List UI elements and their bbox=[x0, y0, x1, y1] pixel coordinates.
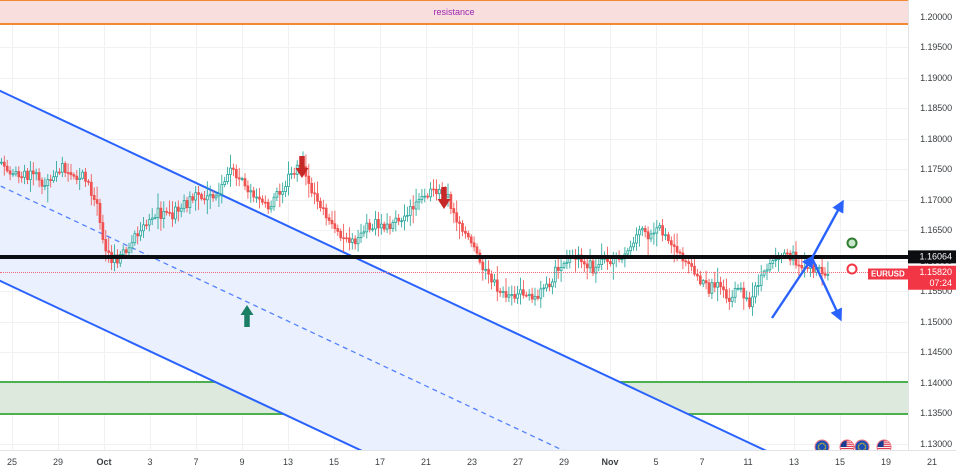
gridline-horizontal bbox=[0, 291, 908, 292]
gridline-vertical bbox=[794, 0, 795, 450]
price-axis[interactable]: 1.20000 1.19500 1.19000 1.18500 1.18000 1.175… bbox=[908, 0, 956, 450]
price-tick-label: 1.18500 bbox=[920, 103, 952, 113]
support-zone-label: support bbox=[438, 392, 470, 403]
sell-arrow-1 bbox=[295, 156, 309, 178]
sell-arrow-2 bbox=[437, 187, 451, 209]
gridline-horizontal bbox=[0, 230, 908, 231]
time-tick-label: 3 bbox=[147, 457, 153, 467]
bid-price-value: 1.15820 bbox=[919, 266, 952, 277]
symbol-badge: EURUSD bbox=[868, 268, 908, 280]
us-event-2-icon[interactable] bbox=[876, 439, 892, 450]
time-tick-label: 5 bbox=[653, 457, 659, 467]
pullback-dn bbox=[810, 257, 842, 322]
gridline-horizontal bbox=[0, 444, 908, 445]
gridline-horizontal bbox=[0, 139, 908, 140]
time-tick-label: 19 bbox=[880, 457, 892, 467]
gridline-horizontal bbox=[0, 78, 908, 79]
time-tick-label: 21 bbox=[420, 457, 432, 467]
last-price-line bbox=[0, 255, 908, 260]
price-tick-label: 1.14500 bbox=[920, 347, 952, 357]
target-dot-red[interactable] bbox=[846, 263, 858, 275]
gridline-vertical bbox=[886, 0, 887, 450]
bid-price-line bbox=[0, 271, 908, 273]
time-tick-label: 21 bbox=[926, 457, 938, 467]
price-tick-label: 1.20000 bbox=[920, 12, 952, 22]
time-tick-label: 29 bbox=[558, 457, 570, 467]
price-tick-label: 1.13500 bbox=[920, 408, 952, 418]
resistance-zone-label: resistance bbox=[433, 6, 475, 17]
price-tick-label: 1.17500 bbox=[920, 164, 952, 174]
price-tick-label: 1.17000 bbox=[920, 195, 952, 205]
gridline-horizontal bbox=[0, 108, 908, 109]
time-tick-label: 27 bbox=[512, 457, 524, 467]
gridline-horizontal bbox=[0, 169, 908, 170]
time-tick-label: 11 bbox=[743, 457, 753, 467]
chart-plot-area[interactable]: resistance support bbox=[0, 0, 908, 450]
time-tick-label: 13 bbox=[282, 457, 294, 467]
gridline-horizontal bbox=[0, 200, 908, 201]
gridline-horizontal bbox=[0, 261, 908, 262]
bid-price-badge: 1.15820 07:24 bbox=[908, 265, 956, 291]
time-tick-label: 13 bbox=[788, 457, 800, 467]
time-tick-label: 29 bbox=[52, 457, 64, 467]
bid-price-time: 07:24 bbox=[929, 277, 952, 288]
price-tick-label: 1.15500 bbox=[920, 286, 952, 296]
rally-leg bbox=[771, 254, 815, 319]
support-zone: support bbox=[0, 381, 908, 415]
gridline-horizontal bbox=[0, 47, 908, 48]
resistance-zone: resistance bbox=[0, 0, 908, 25]
time-tick-label: 15 bbox=[834, 457, 846, 467]
time-tick-label: Nov bbox=[601, 457, 619, 467]
price-tick-label: 1.15000 bbox=[920, 317, 952, 327]
target-dot-green[interactable] bbox=[846, 237, 858, 249]
eu-event-2-icon[interactable] bbox=[854, 439, 870, 450]
time-tick-label: 7 bbox=[699, 457, 705, 467]
gridline-horizontal bbox=[0, 352, 908, 353]
time-tick-label: Oct bbox=[96, 457, 112, 467]
time-tick-label: 17 bbox=[374, 457, 386, 467]
time-tick-label: 15 bbox=[328, 457, 340, 467]
time-tick-label: 23 bbox=[466, 457, 478, 467]
price-tick-label: 1.19000 bbox=[920, 73, 952, 83]
price-tick-label: 1.19500 bbox=[920, 42, 952, 52]
time-axis[interactable]: 25 29 Oct 3 7 9 13 15 17 21 23 27 29 Nov 5 7 11 13 15 19 21 bbox=[0, 450, 956, 473]
time-tick-label: 7 bbox=[193, 457, 199, 467]
price-tick-label: 1.16500 bbox=[920, 225, 952, 235]
us-event-1-icon[interactable] bbox=[839, 439, 855, 450]
gridline-horizontal bbox=[0, 322, 908, 323]
time-tick-label: 25 bbox=[6, 457, 18, 467]
last-price-badge: 1.16064 bbox=[908, 250, 956, 264]
price-tick-label: 1.18000 bbox=[920, 134, 952, 144]
price-tick-label: 1.14000 bbox=[920, 378, 952, 388]
time-tick-label: 9 bbox=[239, 457, 245, 467]
price-tick-label: 1.13000 bbox=[920, 439, 952, 449]
eu-event-1-icon[interactable] bbox=[814, 439, 830, 450]
